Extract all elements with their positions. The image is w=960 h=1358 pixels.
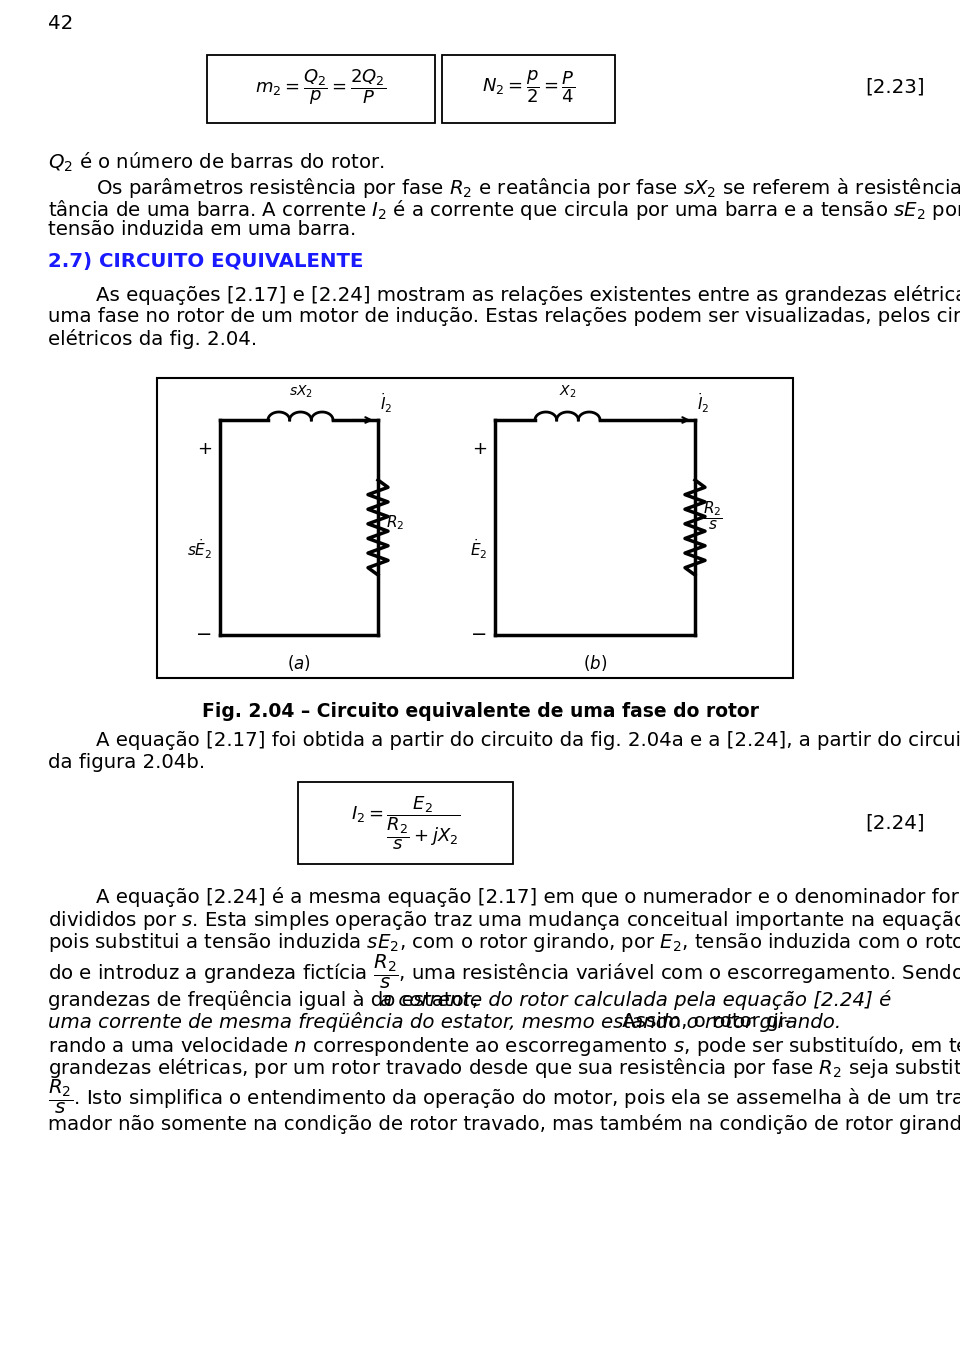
Text: A equação [2.24] é a mesma equação [2.17] em que o numerador e o denominador for: A equação [2.24] é a mesma equação [2.17…	[96, 887, 960, 907]
Text: tância de uma barra. A corrente $I_2$ é a corrente que circula por uma barra e a: tância de uma barra. A corrente $I_2$ é …	[48, 198, 960, 221]
Text: $\dfrac{R_2}{s}$: $\dfrac{R_2}{s}$	[703, 500, 723, 532]
Text: $Q_2$ é o número de barras do rotor.: $Q_2$ é o número de barras do rotor.	[48, 151, 385, 174]
Text: elétricos da fig. 2.04.: elétricos da fig. 2.04.	[48, 329, 257, 349]
Text: +: +	[472, 440, 487, 458]
Text: tensão induzida em uma barra.: tensão induzida em uma barra.	[48, 220, 356, 239]
Text: Fig. 2.04 – Circuito equivalente de uma fase do rotor: Fig. 2.04 – Circuito equivalente de uma …	[202, 702, 758, 721]
Text: +: +	[197, 440, 212, 458]
Text: rando a uma velocidade $n$ correspondente ao escorregamento $s$, pode ser substi: rando a uma velocidade $n$ correspondent…	[48, 1033, 960, 1058]
Text: pois substitui a tensão induzida $sE_2$, com o rotor girando, por $E_2$, tensão : pois substitui a tensão induzida $sE_2$,…	[48, 932, 960, 955]
Text: $N_2 = \dfrac{p}{2} = \dfrac{P}{4}$: $N_2 = \dfrac{p}{2} = \dfrac{P}{4}$	[482, 69, 575, 106]
Text: A equação [2.17] foi obtida a partir do circuito da fig. 2.04a e a [2.24], a par: A equação [2.17] foi obtida a partir do …	[96, 731, 960, 750]
Text: $R_2$: $R_2$	[386, 513, 404, 532]
Text: $X_2$: $X_2$	[559, 383, 576, 401]
Text: −: −	[196, 625, 212, 644]
Text: 2.7) CIRCUITO EQUIVALENTE: 2.7) CIRCUITO EQUIVALENTE	[48, 253, 364, 272]
Text: $\dot{I}_2$: $\dot{I}_2$	[380, 391, 393, 416]
Text: $(b)$: $(b)$	[583, 653, 607, 674]
Text: $I_2 = \dfrac{E_2}{\dfrac{R_2}{s} + jX_2}$: $I_2 = \dfrac{E_2}{\dfrac{R_2}{s} + jX_2…	[351, 794, 460, 851]
Text: $s\dot{E}_2$: $s\dot{E}_2$	[186, 536, 212, 561]
Bar	[157, 378, 793, 678]
Text: da figura 2.04b.: da figura 2.04b.	[48, 752, 205, 771]
Text: $sX_2$: $sX_2$	[289, 383, 312, 401]
Text: $\dot{E}_2$: $\dot{E}_2$	[469, 536, 487, 561]
Text: divididos por $s$. Esta simples operação traz uma mudança conceitual importante : divididos por $s$. Esta simples operação…	[48, 909, 960, 932]
Text: uma fase no rotor de um motor de indução. Estas relações podem ser visualizadas,: uma fase no rotor de um motor de indução…	[48, 307, 960, 326]
Text: $\dot{I}_2$: $\dot{I}_2$	[697, 391, 709, 416]
Text: grandezas de freqüência igual à do estator,: grandezas de freqüência igual à do estat…	[48, 990, 485, 1010]
Bar	[207, 56, 435, 124]
Bar	[442, 56, 615, 124]
Text: As equações [2.17] e [2.24] mostram as relações existentes entre as grandezas el: As equações [2.17] e [2.24] mostram as r…	[96, 285, 960, 306]
Text: uma corrente de mesma freqüência do estator, mesmo estando o rotor girando.: uma corrente de mesma freqüência do esta…	[48, 1012, 841, 1032]
Text: [2.24]: [2.24]	[865, 813, 924, 832]
Text: do e introduz a grandeza fictícia $\dfrac{R_2}{s}$, uma resistência variável com: do e introduz a grandeza fictícia $\dfra…	[48, 953, 960, 991]
Bar	[298, 782, 513, 864]
Text: $m_2 = \dfrac{Q_2}{p} = \dfrac{2Q_2}{P}$: $m_2 = \dfrac{Q_2}{p} = \dfrac{2Q_2}{P}$	[255, 67, 387, 107]
Text: mador não somente na condição de rotor travado, mas também na condição de rotor : mador não somente na condição de rotor t…	[48, 1114, 960, 1134]
Text: $(a)$: $(a)$	[287, 653, 311, 674]
Text: $\dfrac{R_2}{s}$. Isto simplifica o entendimento da operação do motor, pois ela : $\dfrac{R_2}{s}$. Isto simplifica o ente…	[48, 1078, 960, 1116]
Text: 42: 42	[48, 14, 73, 33]
Text: grandezas elétricas, por um rotor travado desde que sua resistência por fase $R_: grandezas elétricas, por um rotor travad…	[48, 1057, 960, 1080]
Text: a corrente do rotor calculada pela equação [2.24] é: a corrente do rotor calculada pela equaç…	[380, 990, 891, 1010]
Text: [2.23]: [2.23]	[865, 77, 924, 96]
Text: Assim, o rotor gi-: Assim, o rotor gi-	[616, 1012, 791, 1031]
Text: −: −	[470, 625, 487, 644]
Text: Os parâmetros resistência por fase $R_2$ e reatância por fase $sX_2$ se referem : Os parâmetros resistência por fase $R_2$…	[96, 177, 960, 200]
